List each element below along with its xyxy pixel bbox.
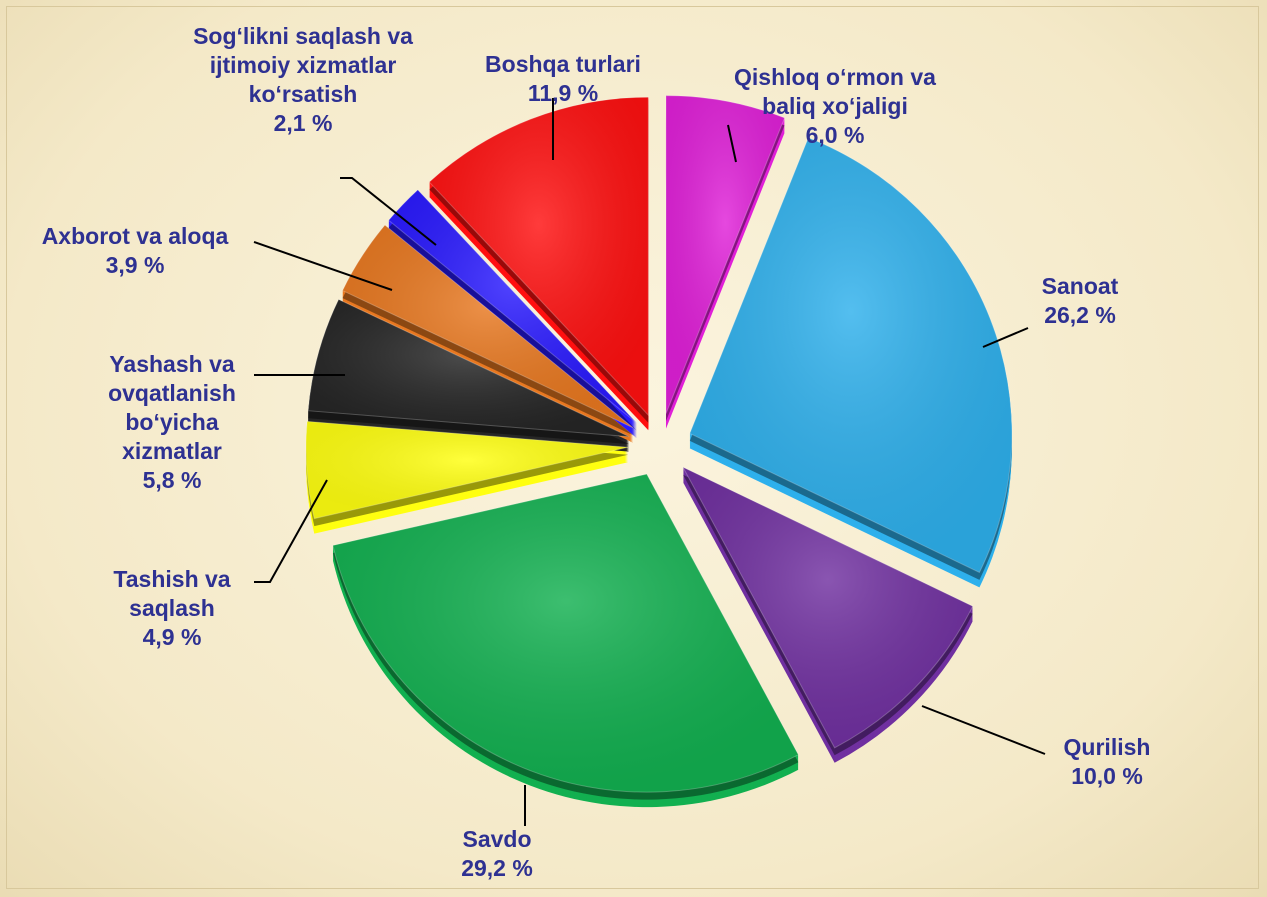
value-label: 5,8 % — [142, 467, 202, 493]
leader-line — [921, 705, 1046, 755]
data-label: Qurilish 10,0 % — [1032, 733, 1182, 791]
slice-shine — [388, 189, 637, 424]
leader-line — [253, 241, 393, 291]
leader-line — [340, 177, 437, 246]
data-label: Sanoat 26,2 % — [1005, 272, 1155, 330]
data-label: Boshqa turlari 11,9 % — [453, 50, 673, 108]
slice-shine — [429, 97, 649, 416]
slice-shine — [683, 467, 973, 748]
slice-shine — [306, 421, 629, 519]
slice-shine — [665, 95, 785, 414]
data-label: Axborot va aloqa 3,9 % — [0, 222, 270, 280]
category-label: Savdo — [462, 826, 532, 852]
category-label: Tashish va saqlash — [113, 566, 231, 621]
value-label: 4,9 % — [142, 624, 202, 650]
category-label: Sanoat — [1041, 273, 1119, 299]
category-label: Yashash va ovqatlanish bo‘yicha xizmatla… — [108, 351, 236, 464]
category-label: Qurilish — [1063, 734, 1151, 760]
data-label: Tashish va saqlash 4,9 % — [87, 565, 257, 652]
slice-shine — [342, 225, 634, 428]
value-label: 11,9 % — [527, 80, 599, 106]
category-label: Qishloq o‘rmon va baliq xo‘jaligi — [734, 64, 936, 119]
data-label: Sog‘likni saqlash va ijtimoiy xizmatlar … — [191, 22, 416, 138]
value-label: 10,0 % — [1071, 763, 1143, 789]
slice-shine — [332, 474, 799, 793]
value-label: 26,2 % — [1044, 302, 1116, 328]
value-label: 3,9 % — [105, 252, 165, 278]
value-label: 2,1 % — [273, 110, 333, 136]
value-label: 6,0 % — [805, 122, 865, 148]
leader-line — [982, 327, 1029, 348]
category-label: Boshqa turlari — [485, 51, 641, 77]
data-label: Qishloq o‘rmon va baliq xo‘jaligi 6,0 % — [710, 63, 960, 150]
category-label: Axborot va aloqa — [41, 223, 229, 249]
value-label: 29,2 % — [461, 855, 533, 881]
frame — [6, 6, 1259, 889]
slice-shine — [689, 137, 1012, 573]
data-label: Savdo 29,2 % — [422, 825, 572, 883]
leader-line — [727, 124, 737, 163]
slice-shine — [308, 299, 630, 437]
category-label: Sog‘likni saqlash va ijtimoiy xizmatlar … — [193, 23, 413, 107]
leader-line — [254, 479, 328, 583]
data-label: Yashash va ovqatlanish bo‘yicha xizmatla… — [90, 350, 255, 495]
